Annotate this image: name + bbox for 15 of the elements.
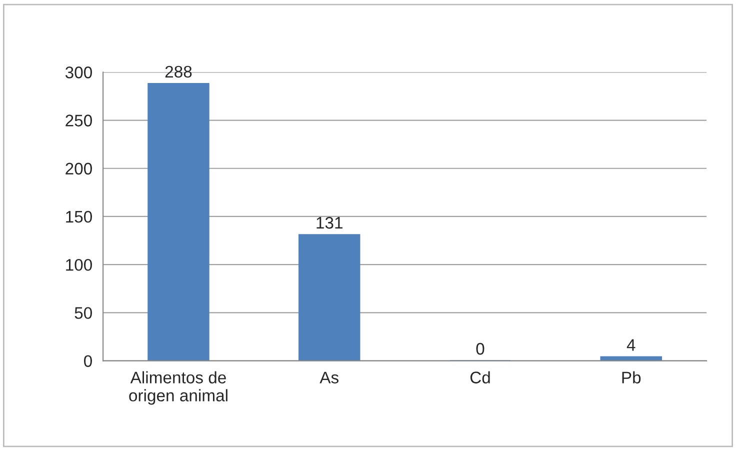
y-tick-label: 100 [66, 258, 92, 271]
y-tick-label: 300 [65, 66, 92, 78]
data-label: 131 [316, 216, 342, 229]
x-tick-label: Cd [470, 371, 490, 384]
data-label: 0 [476, 342, 484, 355]
y-tick-label: 200 [66, 162, 92, 175]
x-tick-label: As [320, 372, 338, 384]
data-label: 288 [165, 66, 192, 78]
y-tick-label: 150 [66, 210, 92, 223]
y-tick-label: 250 [66, 114, 92, 126]
y-tick-label: 50 [74, 307, 92, 319]
x-tick-label: Pb [622, 371, 641, 384]
data-label: 4 [626, 339, 636, 351]
y-tick-label: 0 [84, 355, 92, 368]
x-tick-label: Alimentos de origen animal [129, 371, 228, 405]
